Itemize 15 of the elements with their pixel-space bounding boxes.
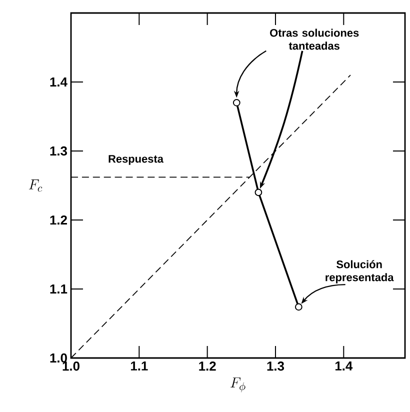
y-tick-label: 1.1 [50,284,68,294]
x-tick-label: 1.3 [267,362,284,371]
y-tick-label: 1.0 [50,353,67,363]
x-tick-label: 1.1 [130,362,148,370]
x-tick-label: 1.0 [62,362,80,371]
x-tick-label: 1.4 [335,362,353,370]
annotation: Otras soluciones tanteadas [270,28,359,50]
y-axis-title: $F_c$ [28,180,42,192]
annotation: Solución representada [326,260,394,284]
annotation: Respuesta [108,155,164,165]
y-tick-label: 1.2 [50,215,67,225]
y-tick-label: 1.3 [50,146,68,156]
y-tick-label: 1.4 [50,78,68,86]
x-tick-label: 1.2 [199,362,216,371]
x-axis-title: $F_\phi$ [230,378,246,392]
